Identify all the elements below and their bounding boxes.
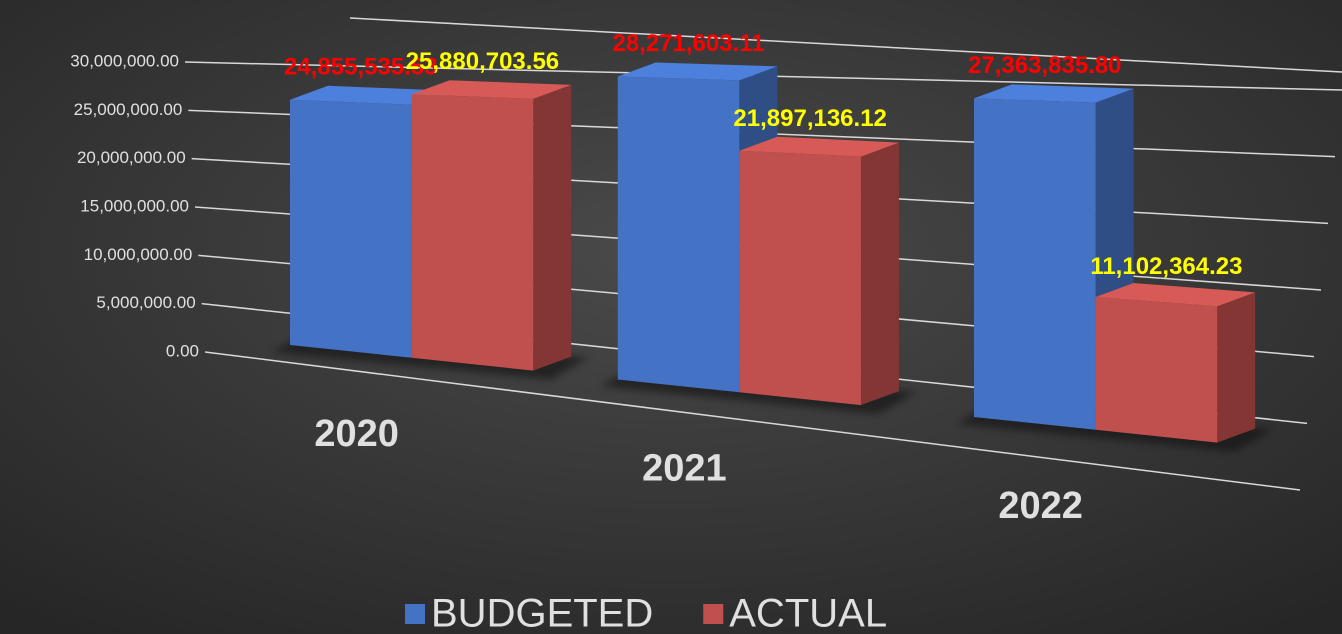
- legend-label: BUDGETED: [431, 592, 653, 634]
- bar-top: [290, 85, 450, 105]
- legend-swatch: [703, 604, 724, 624]
- bar-side: [1217, 292, 1256, 443]
- bar-top: [617, 62, 778, 81]
- bar: [411, 94, 534, 371]
- value-label: 24,855,535.53: [284, 54, 437, 81]
- bar: [974, 98, 1096, 430]
- x-tick-label: 2020: [314, 413, 399, 455]
- value-label: 21,897,136.12: [733, 105, 886, 132]
- bar-top: [974, 84, 1134, 103]
- grid-line: [204, 351, 1301, 491]
- value-label: 11,102,364.23: [1090, 253, 1242, 280]
- bar-side: [860, 142, 899, 406]
- y-tick-label: 5,000,000.00: [96, 293, 195, 312]
- bar-top: [411, 80, 572, 99]
- y-tick-label: 30,000,000.00: [70, 51, 179, 70]
- x-tick-label: 2021: [642, 447, 727, 489]
- legend-label: ACTUAL: [729, 592, 887, 634]
- y-tick-label: 10,000,000.00: [84, 245, 193, 264]
- legend-swatch: [405, 604, 425, 624]
- value-label: 25,880,703.56: [406, 48, 559, 75]
- bar: [290, 99, 412, 358]
- value-label: 28,271,603.11: [612, 30, 764, 57]
- back-wall-edge: [349, 17, 1342, 73]
- x-tick-label: 2022: [998, 485, 1083, 527]
- bar-top: [739, 136, 899, 157]
- y-tick-label: 25,000,000.00: [74, 100, 183, 119]
- bar-side: [533, 84, 572, 371]
- y-tick-label: 0.00: [166, 341, 199, 360]
- value-label: 27,363,835.80: [968, 52, 1121, 79]
- bar: [739, 150, 861, 406]
- bar: [617, 76, 740, 393]
- bar: [1095, 297, 1218, 443]
- bar-top: [1095, 283, 1256, 307]
- y-tick-label: 15,000,000.00: [80, 196, 189, 215]
- y-tick-label: 20,000,000.00: [77, 148, 186, 167]
